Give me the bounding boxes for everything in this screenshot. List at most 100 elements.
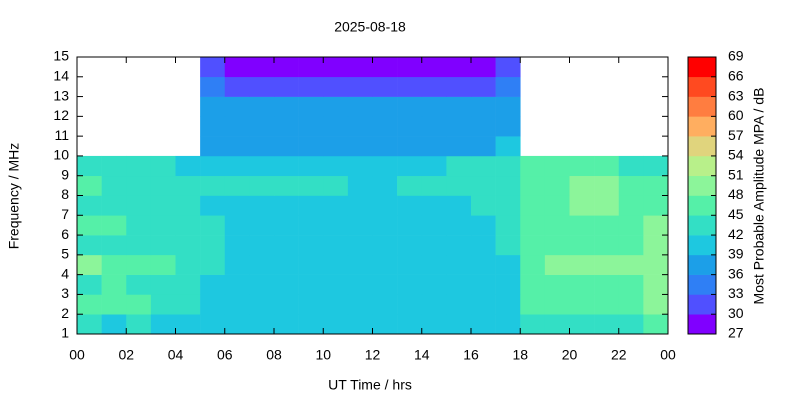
heatmap-cell [347,76,373,97]
heatmap-cell [150,314,176,335]
heatmap-cell [175,195,201,216]
heatmap-cell [544,314,570,335]
heatmap-cell [594,215,620,236]
heatmap-cell [471,254,496,275]
heatmap-cell [495,274,521,295]
heatmap-cell [446,96,472,117]
heatmap-cell [101,195,127,216]
heatmap-cell [101,294,127,315]
heatmap-cell [397,175,423,196]
heatmap-cell [323,195,349,216]
heatmap-cell [249,76,275,97]
heatmap-cell [421,294,447,315]
heatmap-cell [224,155,250,177]
heatmap-cell [421,175,447,196]
heatmap-cell [446,314,472,335]
heatmap-cell [249,195,275,216]
heatmap-cell [372,254,398,275]
colorbar-swatch [688,175,716,196]
heatmap-cell [298,274,324,295]
heatmap-cell [446,294,472,315]
heatmap-cell [274,175,299,196]
heatmap-cell [471,215,496,236]
heatmap-cell [274,235,299,256]
heatmap-cell [126,294,152,315]
heatmap-cell [126,274,152,295]
heatmap-cell [397,57,423,78]
heatmap-cell [421,136,447,157]
heatmap-cell [347,155,373,177]
heatmap-cell [397,235,423,256]
heatmap-cell [520,175,546,196]
heatmap-cell [347,175,373,196]
heatmap-cell [471,235,496,256]
heatmap-cell [643,175,669,196]
colorbar-swatch [688,294,716,315]
x-tick-label: 20 [562,347,578,363]
heatmap-cell [397,294,423,315]
heatmap-cell [126,314,152,335]
heatmap-cell [224,294,250,315]
heatmap-cell [224,136,250,157]
heatmap-cell [643,294,669,315]
heatmap-cell [200,254,226,275]
heatmap-cell [298,235,324,256]
heatmap-cell [446,215,472,236]
colorbar-tick-label: 45 [728,206,744,222]
heatmap-cell [520,314,546,335]
heatmap-cell [274,274,299,295]
heatmap-cell [323,294,349,315]
heatmap-cell [175,235,201,256]
heatmap-cell [544,155,570,177]
heatmap-cell [150,215,176,236]
colorbar-tick-label: 57 [728,127,744,143]
heatmap-cell [175,215,201,236]
heatmap-cell [347,57,373,78]
heatmap-cell [421,195,447,216]
heatmap-cell [495,235,521,256]
heatmap-cell [446,116,472,137]
colorbar-tick-label: 36 [728,265,744,281]
x-tick-label: 00 [660,347,676,363]
heatmap-cell [77,215,102,236]
heatmap-cell [446,235,472,256]
heatmap-cell [569,294,595,315]
heatmap-cell [200,175,226,196]
heatmap-cell [323,235,349,256]
colorbar-tick-label: 30 [728,305,744,321]
heatmap-cell [298,155,324,177]
heatmap-cell [372,314,398,335]
heatmap-cell [224,175,250,196]
heatmap-cell [274,195,299,216]
heatmap-cell [249,274,275,295]
colorbar-swatch [688,274,716,295]
heatmap-cell [618,195,644,216]
x-tick-label: 02 [118,347,134,363]
heatmap-cell [249,254,275,275]
colorbar-tick-label: 66 [728,67,744,83]
heatmap-cell [594,254,620,275]
heatmap-cell [274,254,299,275]
heatmap-cell [200,96,226,117]
heatmap-cell [323,96,349,117]
colorbar-tick-label: 63 [728,87,744,103]
heatmap-cell [520,215,546,236]
heatmap-cell [544,175,570,196]
colorbar-swatch [688,96,716,117]
heatmap-cell [544,294,570,315]
heatmap-cell [101,314,127,335]
x-tick-label: 06 [217,347,233,363]
heatmap-cell [495,215,521,236]
heatmap-cell [618,215,644,236]
heatmap-cell [421,235,447,256]
x-tick-label: 22 [611,347,627,363]
colorbar-swatch [688,76,716,97]
heatmap-cell [544,195,570,216]
heatmap-cell [421,314,447,335]
heatmap-cell [323,175,349,196]
heatmap-cell [274,76,299,97]
heatmap-cell [200,195,226,216]
heatmap-cell [569,235,595,256]
heatmap-cell [323,57,349,78]
heatmap-cell [421,155,447,177]
